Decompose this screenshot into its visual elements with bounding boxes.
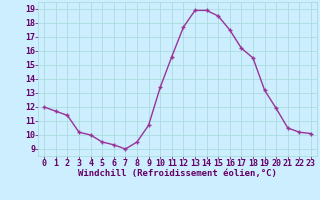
X-axis label: Windchill (Refroidissement éolien,°C): Windchill (Refroidissement éolien,°C)	[78, 169, 277, 178]
